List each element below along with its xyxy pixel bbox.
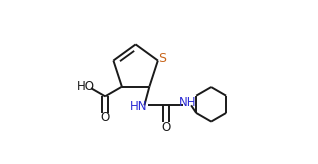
Text: HO: HO — [76, 80, 94, 93]
Text: O: O — [161, 121, 170, 134]
Text: NH: NH — [179, 96, 196, 109]
Text: S: S — [158, 52, 166, 65]
Text: O: O — [101, 111, 110, 124]
Text: HN: HN — [129, 100, 147, 113]
